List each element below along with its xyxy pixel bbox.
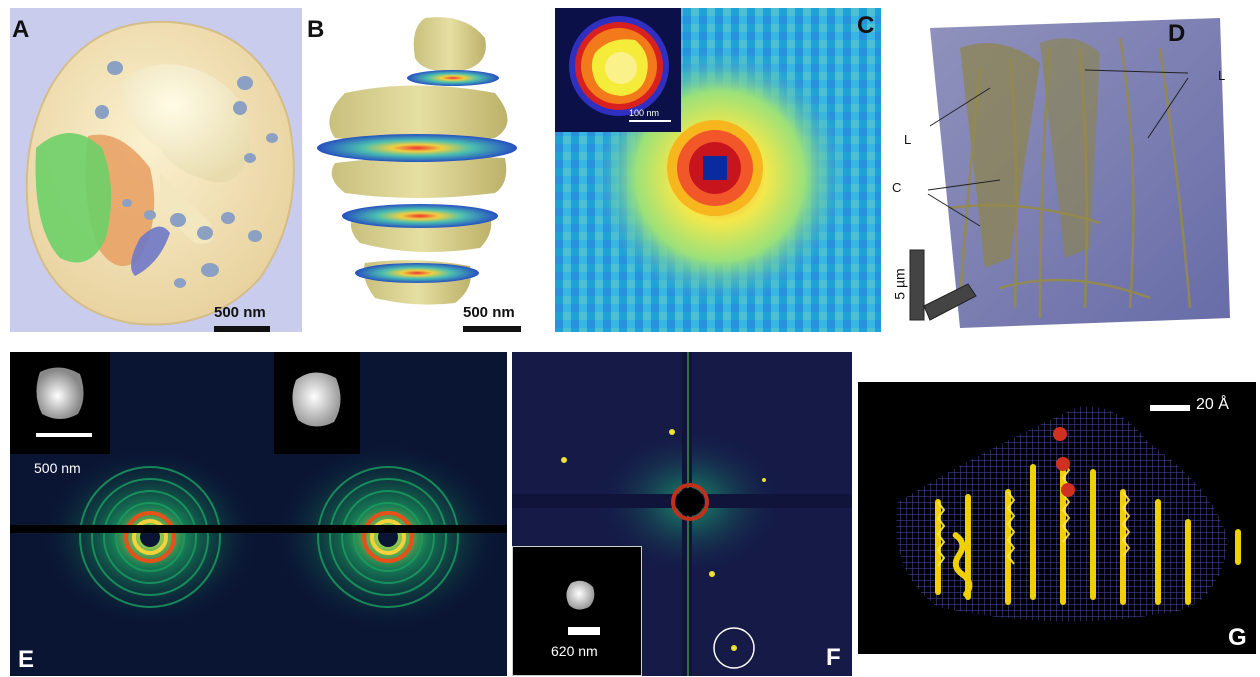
inset-scale-label-f: 620 nm xyxy=(551,643,598,659)
panel-c: 100 nm C xyxy=(555,8,881,332)
panel-b: B 500 nm xyxy=(305,8,530,333)
diffraction-pattern-f xyxy=(512,352,852,676)
cell-surface-render-a xyxy=(25,20,295,326)
inset-scale-bar-e xyxy=(36,433,92,437)
annotation-l-right: L xyxy=(1218,68,1226,83)
reconstruction-image-c xyxy=(569,16,669,116)
panel-g: 20 Å G xyxy=(858,382,1256,654)
particle-inset-e1 xyxy=(10,352,110,454)
scale-label-d: 5 µm xyxy=(891,268,908,300)
panel-label-e: E xyxy=(18,646,35,673)
scale-label-g: 20 Å xyxy=(1196,396,1229,413)
scale-bar-a xyxy=(214,326,270,332)
annotation-c: C xyxy=(892,180,902,195)
scale-label-a: 500 nm xyxy=(214,304,266,321)
diffraction-patterns-e xyxy=(10,442,507,632)
inset-scale-label-c: 100 nm xyxy=(629,108,660,118)
annotation-l-left: L xyxy=(904,132,912,147)
protein-density-render-g xyxy=(896,405,1241,622)
panel-label-d: D xyxy=(1168,20,1186,47)
particle-image-e2 xyxy=(292,372,341,427)
panel-a: A 500 nm xyxy=(10,8,302,332)
panel-label-a: A xyxy=(12,16,30,43)
panel-e: 500 nm E xyxy=(10,352,507,676)
panel-label-g: G xyxy=(1228,624,1247,651)
inset-scale-label-e: 500 nm xyxy=(34,460,81,476)
panel-f: 620 nm F xyxy=(512,352,852,676)
particle-inset-e2 xyxy=(274,352,360,454)
diffraction-pattern-c xyxy=(555,8,881,332)
particle-image-f xyxy=(566,580,595,610)
panel-label-b: B xyxy=(307,16,325,43)
panel-label-c: C xyxy=(857,12,875,39)
cell-slices-render-b xyxy=(317,17,517,305)
scale-label-b: 500 nm xyxy=(463,304,515,321)
inset-scale-bar-f xyxy=(568,627,600,635)
particle-image-e1 xyxy=(36,367,84,419)
inset-scale-bar-c xyxy=(629,120,671,122)
panel-d: D L L C 5 µm xyxy=(890,8,1258,338)
panel-label-f: F xyxy=(826,644,841,671)
reconstruction-inset-c: 100 nm xyxy=(555,8,681,132)
volume-render-d xyxy=(909,18,1230,328)
particle-inset-f: 620 nm xyxy=(512,546,642,676)
scale-bar-b xyxy=(463,326,521,332)
